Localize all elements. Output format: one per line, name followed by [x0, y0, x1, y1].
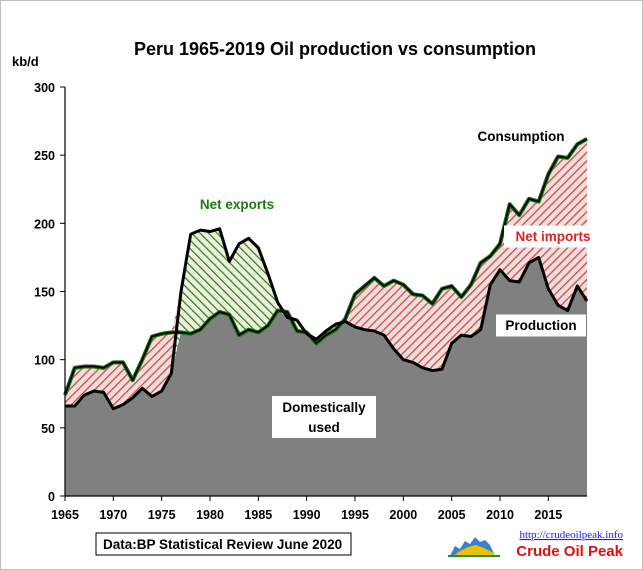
consumption-label-box: [472, 125, 570, 148]
net-exports-label-text: Net exports: [200, 197, 274, 212]
net-exports-label-box: [188, 193, 286, 216]
x-tick-label: 2005: [438, 508, 466, 522]
axes: 0 50 100 150 200 250 300 1965 1970 1975 1980 1985 19…: [34, 81, 587, 522]
x-tick-label: 2000: [389, 508, 417, 522]
x-tick-label: 1990: [293, 508, 321, 522]
domestically-used-label: Domestically used: [272, 396, 376, 438]
net-imports-label-box: [504, 225, 602, 248]
x-tick-label: 1980: [196, 508, 224, 522]
plot-lines: [63, 137, 589, 411]
consumption-label: Consumption: [472, 125, 570, 148]
production-line: [65, 227, 589, 411]
annotations: Net exports Net imports Consumption Product…: [95, 125, 624, 560]
production-label-text: Production: [505, 318, 576, 333]
brand-mini-chart-yellow: [453, 545, 496, 556]
y-tick-label: 300: [34, 81, 55, 95]
net-imports-label: Net imports: [504, 225, 602, 248]
y-tick-label: 100: [34, 354, 55, 368]
domestic-use-area: [65, 257, 587, 496]
brand-url: http://crudeoilpeak.info: [519, 529, 623, 541]
chart-title: Peru 1965-2019 Oil production vs consump…: [134, 39, 536, 59]
production-label: Production: [496, 314, 586, 337]
domestically-used-text-2: used: [308, 420, 340, 435]
y-tick-label: 50: [41, 422, 55, 436]
brand-name: Crude Oil Peak: [516, 543, 623, 560]
y-tick-label: 0: [48, 490, 55, 504]
net-imports-label-text: Net imports: [515, 229, 590, 244]
y-axis-unit: kb/d: [12, 54, 39, 69]
source-label: Data:BP Statistical Review June 2020: [95, 532, 352, 556]
production-label-box: [496, 314, 586, 337]
y-tick-label: 200: [34, 217, 55, 231]
domestically-used-text-1: Domestically: [282, 400, 366, 415]
x-tick-label: 1985: [244, 508, 272, 522]
domestically-used-box: [272, 396, 376, 438]
x-tick-label: 2015: [534, 508, 562, 522]
x-tick-label: 1965: [51, 508, 79, 522]
consumption-label-text: Consumption: [478, 129, 565, 144]
plot-areas: [65, 138, 587, 496]
consumption-line: [64, 138, 588, 396]
x-tick-label: 1975: [148, 508, 176, 522]
source-box: [95, 532, 352, 556]
y-tick-label: 250: [34, 149, 55, 163]
x-tick-label: 1995: [341, 508, 369, 522]
source-text: Data:BP Statistical Review June 2020: [103, 537, 342, 552]
brand-logo: http://crudeoilpeak.info Crude Oil Peak: [448, 529, 624, 560]
x-tick-label: 1970: [99, 508, 127, 522]
y-tick-label: 150: [34, 286, 55, 300]
x-tick-label: 2010: [486, 508, 514, 522]
net-exports-label: Net exports: [188, 193, 286, 216]
